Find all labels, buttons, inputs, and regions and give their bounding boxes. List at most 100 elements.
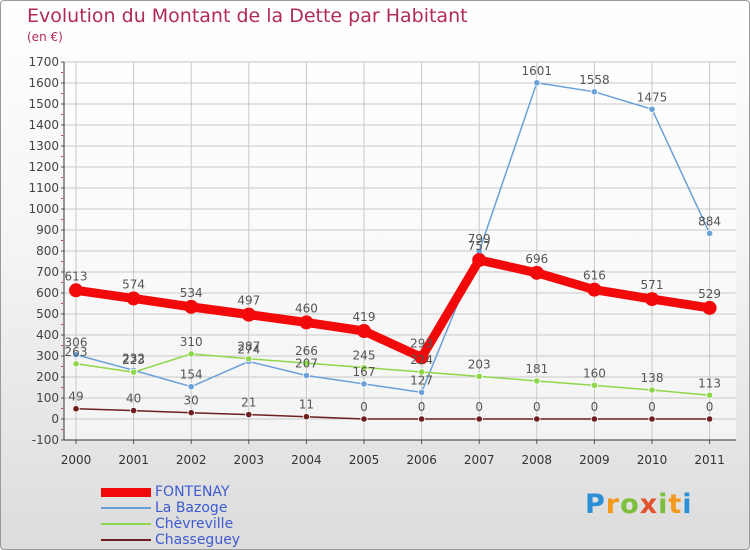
data-label: 127 (410, 373, 433, 387)
data-point (648, 105, 656, 113)
data-point (245, 410, 253, 419)
y-tick-label: 1200 (28, 160, 59, 174)
data-point (475, 415, 483, 423)
data-label: 21 (241, 396, 256, 410)
x-tick-label: 2001 (118, 453, 149, 467)
x-tick-label: 2002 (176, 453, 207, 467)
data-label: 224 (410, 353, 433, 367)
legend-swatch (101, 487, 151, 497)
data-label: 1558 (579, 73, 610, 87)
y-tick-label: 300 (36, 349, 59, 363)
data-point (184, 299, 199, 314)
x-tick-label: 2000 (61, 453, 92, 467)
data-label: 30 (184, 394, 199, 408)
data-point (590, 415, 599, 423)
data-point (360, 363, 368, 372)
data-point (417, 368, 426, 376)
y-tick-label: 600 (36, 286, 59, 300)
data-point (245, 355, 253, 363)
y-tick-label: 1000 (28, 202, 59, 216)
y-tick-label: 700 (36, 265, 59, 279)
legend-swatch (101, 539, 151, 541)
data-point (187, 383, 195, 391)
data-label: 287 (237, 340, 260, 354)
data-point (299, 315, 314, 330)
data-point (590, 88, 599, 96)
data-point (69, 283, 83, 298)
y-tick-label: 1700 (28, 55, 59, 69)
y-tick-label: 100 (36, 391, 59, 405)
legend-label: FONTENAY (155, 484, 230, 500)
data-point (475, 372, 483, 380)
legend-item: La Bazoge (101, 500, 301, 516)
legend-label: Chèvreville (155, 516, 234, 532)
data-label: 0 (533, 400, 541, 414)
legend-swatch (101, 523, 151, 525)
data-label: 306 (65, 336, 88, 350)
data-point (126, 291, 141, 306)
legend-swatch (101, 507, 151, 509)
y-tick-label: 500 (36, 307, 59, 321)
x-tick-label: 2007 (464, 453, 495, 467)
data-label: 232 (122, 351, 145, 365)
legend-label: La Bazoge (155, 500, 228, 516)
y-tick-label: 200 (36, 370, 59, 384)
data-label: 613 (65, 269, 88, 283)
data-label: 1601 (522, 64, 553, 78)
x-tick-label: 2004 (291, 453, 322, 467)
data-label: 534 (180, 286, 203, 300)
series-line-ch-vreville (75, 353, 711, 397)
data-label: 460 (295, 301, 318, 315)
data-label: 0 (706, 400, 714, 414)
legend-item: Chèvreville (101, 516, 301, 532)
data-label: 113 (698, 376, 721, 390)
y-tick-label: 1500 (28, 97, 59, 111)
data-label: 696 (525, 252, 548, 266)
chart-legend: FONTENAY La Bazoge Chèvreville Chasseguey (101, 484, 301, 548)
x-tick-label: 2009 (579, 453, 610, 467)
data-point (533, 377, 541, 385)
data-label: 245 (353, 349, 376, 363)
data-point (130, 368, 138, 376)
data-label: 571 (641, 278, 664, 292)
series-line-chasseguey (75, 407, 711, 420)
data-label: 497 (237, 294, 260, 308)
data-label: 799 (468, 232, 491, 246)
data-point (648, 386, 656, 394)
data-label: 0 (475, 400, 483, 414)
chart-subtitle: (en €) (27, 30, 63, 44)
y-tick-label: 1300 (28, 139, 59, 153)
data-label: 1475 (637, 90, 668, 104)
data-point (705, 229, 714, 237)
data-point (705, 391, 714, 399)
data-point (529, 265, 544, 280)
data-point (587, 282, 602, 297)
data-point (187, 350, 195, 358)
x-tick-label: 2010 (637, 453, 668, 467)
series-line-la-bazoge (75, 82, 711, 394)
data-point (187, 409, 195, 417)
data-label: 310 (180, 335, 203, 349)
data-point (302, 371, 310, 380)
data-point (360, 415, 368, 423)
data-point (130, 406, 138, 415)
data-point (417, 388, 426, 396)
legend-item: FONTENAY (101, 484, 301, 500)
data-point (72, 360, 80, 368)
data-point (302, 413, 310, 421)
data-label: 40 (126, 392, 141, 406)
y-tick-label: 1600 (28, 76, 59, 90)
x-tick-label: 2003 (234, 453, 265, 467)
data-label: 616 (583, 269, 606, 283)
legend-item: Chasseguey (101, 532, 301, 548)
data-label: 0 (418, 400, 426, 414)
data-point (360, 380, 368, 388)
y-tick-label: 900 (36, 223, 59, 237)
data-point (533, 415, 541, 423)
data-label: 529 (698, 287, 721, 301)
data-label: 223 (122, 353, 145, 367)
data-point (72, 351, 80, 359)
data-point (590, 381, 599, 389)
data-label: 138 (641, 371, 664, 385)
